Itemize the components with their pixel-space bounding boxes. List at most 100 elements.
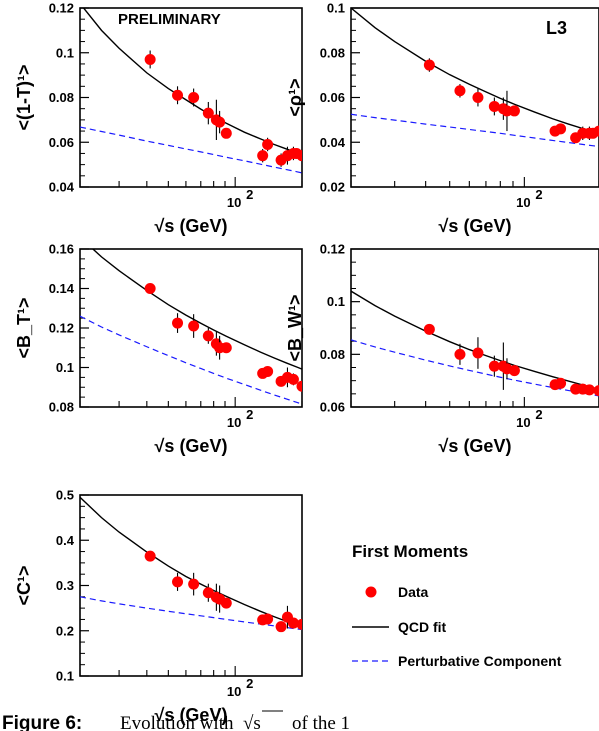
caption-text: Evolution with xyxy=(120,713,234,731)
caption-figure-number: Figure 6: xyxy=(2,713,82,731)
y-tick-label: 0.06 xyxy=(49,135,74,150)
caption-rest: of the 1 xyxy=(292,713,350,731)
data-point xyxy=(144,283,156,294)
y-axis-label: <B_T¹> xyxy=(14,297,34,358)
data-point xyxy=(454,85,466,97)
y-tick-label: 0.5 xyxy=(56,488,74,503)
data-point xyxy=(583,384,595,396)
y-tick-label: 0.3 xyxy=(56,578,74,593)
panel-annotation: L3 xyxy=(546,18,567,38)
y-tick-label: 0.1 xyxy=(56,45,74,60)
data-point xyxy=(144,53,156,65)
data-point xyxy=(262,138,274,150)
plot-area xyxy=(80,249,302,405)
data-point xyxy=(172,576,184,588)
qcd-fit-curve xyxy=(351,290,599,390)
y-tick-label: 0.08 xyxy=(320,347,345,362)
legend-label-pert: Perturbative Component xyxy=(398,653,562,669)
data-point xyxy=(262,365,274,377)
y-tick-label: 0.12 xyxy=(320,242,345,257)
y-tick-label: 0.12 xyxy=(49,1,74,16)
data-point xyxy=(508,105,520,117)
data-point xyxy=(555,377,567,389)
x-axis-label: √s (GeV) xyxy=(439,216,512,236)
data-point xyxy=(472,347,484,359)
qcd-fit-curve xyxy=(80,496,302,628)
data-point xyxy=(257,150,269,162)
y-tick-label: 0.08 xyxy=(49,400,74,415)
data-point xyxy=(220,597,232,609)
x-axis-label: √s (GeV) xyxy=(439,436,512,456)
data-point xyxy=(593,385,599,397)
data-point xyxy=(214,116,226,128)
data-point xyxy=(144,550,156,562)
data-point xyxy=(202,587,214,599)
data-point xyxy=(287,617,299,629)
qcd-fit-curve xyxy=(91,249,302,370)
x-tick-exponent: 2 xyxy=(246,187,253,202)
legend-label-data: Data xyxy=(398,584,429,600)
legend-marker-data xyxy=(365,586,377,598)
plot-area xyxy=(351,290,599,397)
y-tick-label: 0.14 xyxy=(49,281,75,296)
legend-title: First Moments xyxy=(352,542,468,561)
data-point xyxy=(172,89,184,101)
panel-3: 0.08 0.1 0.12 0.14 0.16 10 2 √s (GeV) <B_T¹> xyxy=(14,242,303,456)
y-tick-label: 0.08 xyxy=(49,90,74,105)
x-tick-label: 10 xyxy=(227,684,241,699)
y-tick-label: 0.02 xyxy=(320,180,345,195)
y-axis-label: <(1-T)¹> xyxy=(14,64,34,130)
x-tick-label: 10 xyxy=(516,195,530,210)
data-point xyxy=(202,330,214,342)
data-point xyxy=(488,100,500,112)
data-point xyxy=(220,127,232,139)
data-point xyxy=(275,621,287,633)
perturbative-curve xyxy=(80,315,302,405)
panel-annotation: PRELIMINARY xyxy=(118,11,221,28)
y-tick-label: 0.16 xyxy=(49,242,74,257)
y-tick-label: 0.1 xyxy=(56,669,74,684)
x-axis-label: √s (GeV) xyxy=(155,436,228,456)
data-point xyxy=(488,360,500,372)
data-point xyxy=(188,320,200,332)
data-point xyxy=(423,323,435,335)
data-point xyxy=(188,578,200,590)
y-axis-label: <B_W¹> xyxy=(285,294,305,361)
data-point xyxy=(220,342,232,354)
y-axis-label: <ρ¹> xyxy=(285,78,305,116)
y-tick-label: 0.4 xyxy=(56,533,75,548)
data-point xyxy=(172,317,184,329)
data-point xyxy=(188,92,200,103)
panel-4: 0.06 0.08 0.1 0.12 10 2 √s (GeV) <B_W¹> xyxy=(285,242,599,456)
data-point xyxy=(296,618,302,630)
perturbative-curve xyxy=(80,596,302,631)
data-point xyxy=(262,613,274,625)
plot-area xyxy=(351,8,599,148)
y-tick-label: 0.1 xyxy=(327,1,345,16)
y-tick-label: 0.08 xyxy=(320,45,345,60)
panel-1: 0.04 0.06 0.08 0.1 0.12 10 2 √s (GeV) <(1-T)¹> PR… xyxy=(14,1,303,236)
y-tick-label: 0.1 xyxy=(56,360,74,375)
x-tick-label: 10 xyxy=(227,195,241,210)
x-tick-exponent: 2 xyxy=(246,676,253,691)
data-point xyxy=(423,59,435,71)
y-tick-label: 0.12 xyxy=(49,321,74,336)
y-tick-label: 0.06 xyxy=(320,400,345,415)
data-point xyxy=(454,348,466,360)
legend: First Moments Data QCD fit Perturbative … xyxy=(352,542,562,669)
x-axis-label: √s (GeV) xyxy=(155,705,228,725)
panel-2: 0.02 0.04 0.06 0.08 0.1 10 2 √s (GeV) <ρ¹> L3 xyxy=(285,1,599,236)
x-tick-exponent: 2 xyxy=(246,407,253,422)
panel-5: 0.1 0.2 0.3 0.4 0.5 10 2 √s (GeV) <C¹> xyxy=(14,488,303,725)
caption: Figure 6: Evolution with √s of the 1 xyxy=(2,710,350,731)
y-tick-label: 0.04 xyxy=(320,135,346,150)
plot-area xyxy=(80,496,302,633)
data-point xyxy=(508,365,520,377)
y-tick-label: 0.04 xyxy=(49,180,75,195)
perturbative-curve xyxy=(351,113,599,148)
legend-label-fit: QCD fit xyxy=(398,619,447,635)
data-point xyxy=(555,123,567,135)
x-tick-label: 10 xyxy=(516,415,530,430)
